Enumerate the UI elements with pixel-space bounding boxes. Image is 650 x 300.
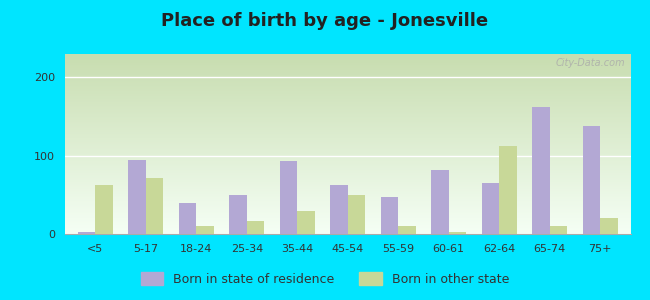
Bar <box>297 211 315 234</box>
Bar <box>448 232 467 234</box>
Bar <box>146 178 163 234</box>
Bar <box>348 195 365 234</box>
Bar <box>229 195 247 234</box>
Bar <box>196 226 214 234</box>
Bar <box>600 218 618 234</box>
Text: Place of birth by age - Jonesville: Place of birth by age - Jonesville <box>161 12 489 30</box>
Bar <box>179 203 196 234</box>
Bar <box>532 107 550 234</box>
Legend: Born in state of residence, Born in other state: Born in state of residence, Born in othe… <box>136 267 514 291</box>
Bar <box>128 160 146 234</box>
Bar <box>582 126 600 234</box>
Bar <box>499 146 517 234</box>
Bar <box>280 161 297 234</box>
Bar <box>77 232 96 234</box>
Bar <box>380 197 398 234</box>
Bar <box>482 183 499 234</box>
Text: City-Data.com: City-Data.com <box>555 58 625 68</box>
Bar <box>247 221 265 234</box>
Bar <box>431 170 448 234</box>
Bar <box>398 226 416 234</box>
Bar <box>96 185 113 234</box>
Bar <box>330 185 348 234</box>
Bar <box>550 226 567 234</box>
